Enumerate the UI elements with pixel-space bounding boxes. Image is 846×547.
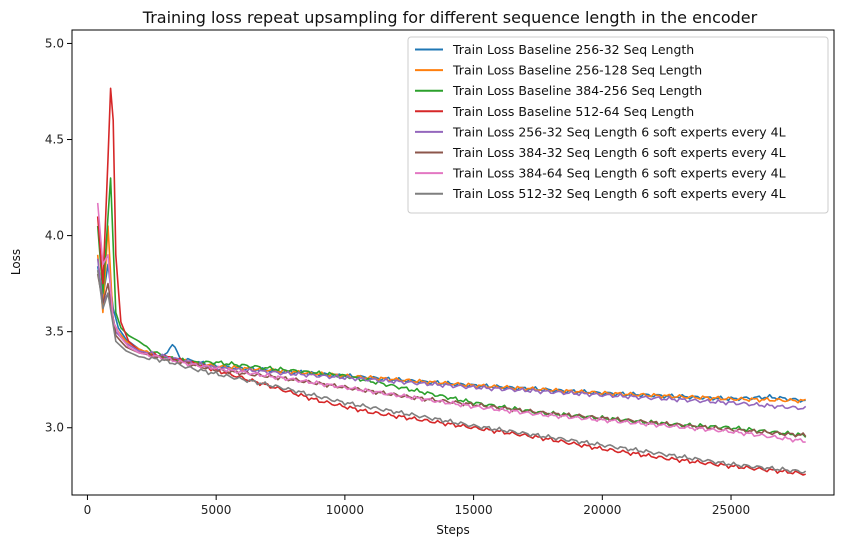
plot-frame	[71, 29, 835, 496]
x-axis-title: Steps	[436, 523, 470, 537]
x-tick-label: 25000	[712, 503, 750, 517]
legend-label: Train Loss Baseline 256-32 Seq Length	[452, 42, 694, 57]
series-line	[96, 202, 806, 443]
series-line	[96, 87, 806, 476]
y-axis-title: Loss	[9, 249, 23, 275]
legend-label: Train Loss 512-32 Seq Length 6 soft expe…	[452, 186, 786, 201]
legend-box	[407, 36, 829, 214]
legend-label: Train Loss Baseline 256-128 Seq Length	[452, 63, 702, 78]
y-tick-label: 3.0	[45, 421, 64, 435]
series-line	[96, 177, 807, 438]
plot-lines	[96, 87, 807, 476]
y-tick-label: 4.5	[45, 133, 64, 147]
series-line	[96, 258, 807, 411]
legend-label: Train Loss 384-32 Seq Length 6 soft expe…	[452, 145, 786, 160]
y-axis: 3.0 3.5 4.0 4.5 5.0	[45, 36, 72, 435]
legend-label: Train Loss 384-64 Seq Length 6 soft expe…	[452, 166, 786, 181]
x-tick-label: 15000	[455, 503, 493, 517]
legend-label: Train Loss 256-32 Seq Length 6 soft expe…	[452, 124, 786, 139]
legend-items: Train Loss Baseline 256-32 Seq Length Tra…	[415, 42, 786, 201]
legend-label: Train Loss Baseline 384-256 Seq Length	[452, 83, 702, 98]
x-axis: 0 5000 10000 15000 20000 25000	[84, 495, 750, 517]
legend: Train Loss Baseline 256-32 Seq Length Tra…	[407, 36, 829, 214]
x-tick-label: 10000	[326, 503, 364, 517]
series-line	[96, 270, 807, 474]
chart-title: Training loss repeat upsampling for diff…	[142, 8, 758, 27]
x-tick-label: 5000	[201, 503, 232, 517]
y-tick-label: 3.5	[45, 325, 64, 339]
y-tick-label: 5.0	[45, 36, 64, 50]
y-tick-label: 4.0	[45, 229, 64, 243]
legend-label: Train Loss Baseline 512-64 Seq Length	[452, 104, 694, 119]
x-tick-label: 20000	[583, 503, 621, 517]
x-tick-label: 0	[84, 503, 92, 517]
